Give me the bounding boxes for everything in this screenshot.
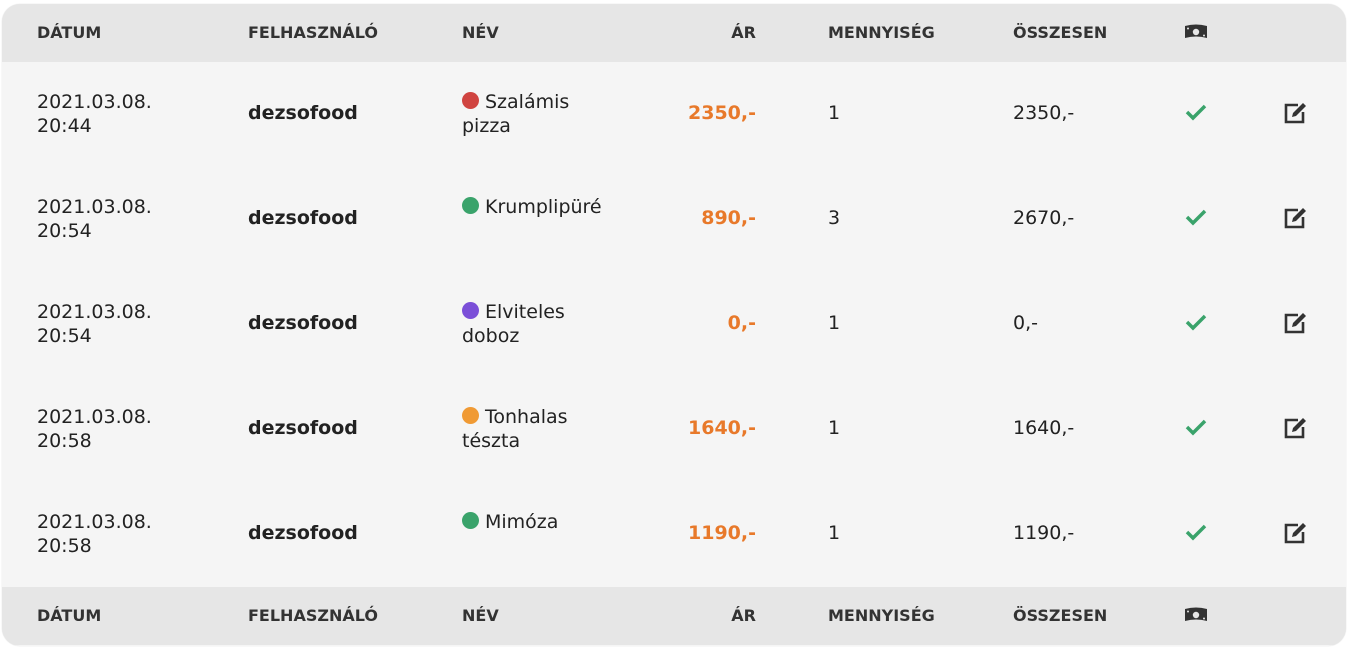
date: 2021.03.08. [37, 406, 152, 428]
edit-icon[interactable] [1283, 207, 1309, 234]
item-name: Elviteles doboz [462, 301, 565, 347]
price-cell: 0,- [727, 312, 756, 334]
table-row: 2021.03.08. 20:58 dezsofood Mimóza 1190,-… [2, 482, 1346, 587]
edit-icon[interactable] [1283, 417, 1309, 444]
total-cell: 0,- [1013, 312, 1038, 334]
total-cell: 1640,- [1013, 417, 1075, 439]
table-row: 2021.03.08. 20:58 dezsofood Tonhalas tész… [2, 377, 1346, 482]
column-header[interactable]: ÖSSZESEN [1013, 606, 1108, 625]
category-dot-icon [462, 302, 479, 319]
price-cell: 2350,- [688, 102, 756, 124]
date-cell: 2021.03.08. 20:58 [37, 510, 152, 558]
date-cell: 2021.03.08. 20:54 [37, 300, 152, 348]
quantity-cell: 1 [828, 417, 841, 439]
date: 2021.03.08. [37, 511, 152, 533]
time: 20:54 [37, 220, 92, 242]
total-cell: 2670,- [1013, 207, 1075, 229]
edit-icon[interactable] [1283, 312, 1309, 339]
item-name: Krumplipüré [485, 196, 602, 218]
category-dot-icon [462, 512, 479, 529]
category-dot-icon [462, 92, 479, 109]
date-cell: 2021.03.08. 20:44 [37, 90, 152, 138]
edit-icon[interactable] [1283, 522, 1309, 549]
quantity-cell: 1 [828, 522, 841, 544]
date: 2021.03.08. [37, 196, 152, 218]
table-header: DÁTUM FELHASZNÁLÓ NÉV ÁR MENNYISÉG ÖSSZESEN [2, 4, 1346, 62]
item-name: Mimóza [485, 511, 559, 533]
quantity-cell: 1 [828, 102, 841, 124]
time: 20:58 [37, 430, 92, 452]
user-cell: dezsofood [248, 312, 358, 334]
time: 20:54 [37, 325, 92, 347]
table-row: 2021.03.08. 20:54 dezsofood Elviteles dob… [2, 272, 1346, 377]
user-cell: dezsofood [248, 102, 358, 124]
name-cell: Szalámis pizza [462, 90, 612, 138]
date: 2021.03.08. [37, 301, 152, 323]
column-header[interactable]: FELHASZNÁLÓ [248, 23, 378, 42]
column-header[interactable]: NÉV [462, 606, 499, 625]
date-cell: 2021.03.08. 20:54 [37, 195, 152, 243]
category-dot-icon [462, 407, 479, 424]
name-cell: Elviteles doboz [462, 300, 612, 348]
column-header[interactable]: DÁTUM [37, 23, 102, 42]
column-header[interactable]: FELHASZNÁLÓ [248, 606, 378, 625]
name-cell: Tonhalas tészta [462, 405, 612, 453]
column-header[interactable]: ÖSSZESEN [1013, 23, 1108, 42]
column-header[interactable]: ÁR [731, 23, 756, 42]
name-cell: Mimóza [462, 510, 612, 534]
total-cell: 1190,- [1013, 522, 1075, 544]
price-cell: 1190,- [688, 522, 756, 544]
table-footer: DÁTUM FELHASZNÁLÓ NÉV ÁR MENNYISÉG ÖSSZESEN [2, 587, 1346, 645]
item-name: Tonhalas tészta [462, 406, 568, 452]
column-header[interactable]: ÁR [731, 606, 756, 625]
user-cell: dezsofood [248, 207, 358, 229]
column-header[interactable]: NÉV [462, 23, 499, 42]
date: 2021.03.08. [37, 91, 152, 113]
paid-check-icon [1184, 207, 1208, 232]
user-cell: dezsofood [248, 522, 358, 544]
price-cell: 890,- [701, 207, 756, 229]
total-cell: 2350,- [1013, 102, 1075, 124]
column-header[interactable]: MENNYISÉG [828, 606, 935, 625]
paid-check-icon [1184, 102, 1208, 127]
price-cell: 1640,- [688, 417, 756, 439]
edit-icon[interactable] [1283, 102, 1309, 129]
column-header[interactable]: DÁTUM [37, 606, 102, 625]
quantity-cell: 1 [828, 312, 841, 334]
money-bill-icon [1184, 24, 1208, 44]
item-name: Szalámis pizza [462, 91, 570, 137]
paid-check-icon [1184, 417, 1208, 442]
time: 20:44 [37, 115, 92, 137]
paid-check-icon [1184, 312, 1208, 337]
category-dot-icon [462, 197, 479, 214]
quantity-cell: 3 [828, 207, 841, 229]
paid-check-icon [1184, 522, 1208, 547]
time: 20:58 [37, 535, 92, 557]
money-bill-icon [1184, 607, 1208, 627]
table-row: 2021.03.08. 20:44 dezsofood Szalámis pizz… [2, 62, 1346, 167]
table-row: 2021.03.08. 20:54 dezsofood Krumplipüré 8… [2, 167, 1346, 272]
column-header[interactable]: MENNYISÉG [828, 23, 935, 42]
date-cell: 2021.03.08. 20:58 [37, 405, 152, 453]
name-cell: Krumplipüré [462, 195, 612, 219]
user-cell: dezsofood [248, 417, 358, 439]
orders-table: DÁTUM FELHASZNÁLÓ NÉV ÁR MENNYISÉG ÖSSZESEN 2… [2, 4, 1346, 646]
